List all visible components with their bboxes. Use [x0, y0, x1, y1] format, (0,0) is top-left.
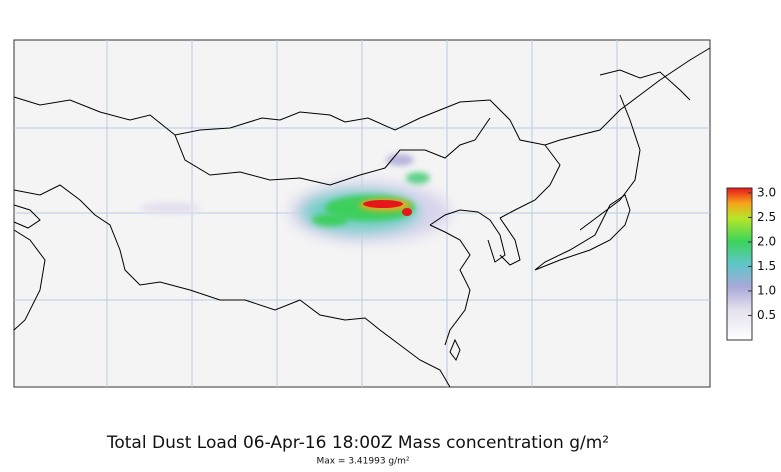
- colorbar-tick-label: 1.5: [757, 259, 776, 273]
- dust-plume: [140, 154, 450, 242]
- borders: [13, 47, 711, 388]
- colorbar: 0.5 1.0 1.5 2.0 2.5 3.0: [726, 185, 776, 341]
- map: [13, 39, 711, 388]
- colorbar-tick-label: 0.5: [757, 308, 776, 322]
- map-subtitle: Max = 3.41993 g/m²: [316, 457, 409, 467]
- colorbar-tick-label: 2.5: [757, 210, 776, 224]
- colorbar-tick-label: 3.0: [757, 185, 776, 199]
- map-title: Total Dust Load 06-Apr-16 18:00Z Mass co…: [106, 433, 609, 453]
- colorbar-tick-label: 2.0: [757, 234, 776, 248]
- colorbar-ramp: [726, 187, 753, 341]
- colorbar-tick-label: 1.0: [757, 283, 776, 297]
